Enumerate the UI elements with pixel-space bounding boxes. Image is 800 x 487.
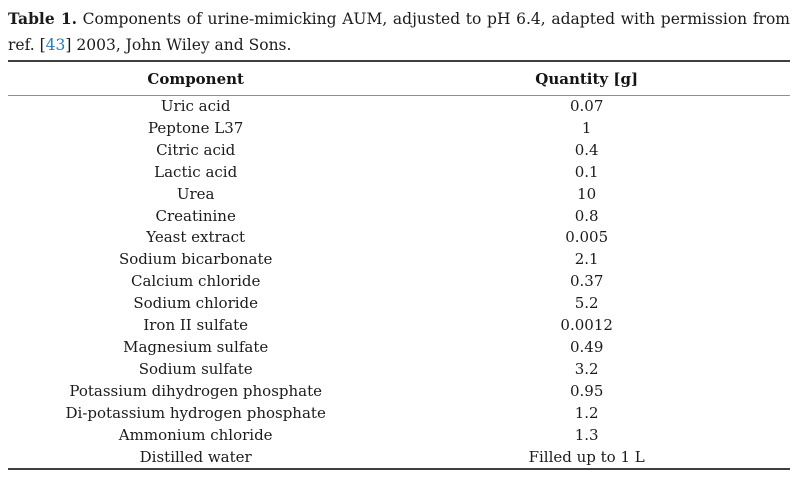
quantity-cell: 0.07 xyxy=(569,97,604,115)
table-row: Citric acid 0.4 xyxy=(8,140,790,162)
table-row: Calcium chloride 0.37 xyxy=(8,271,790,293)
table-row: Sodium bicarbonate 2.1 xyxy=(8,249,790,271)
quantity-cell: 0.49 xyxy=(569,337,604,356)
component-cell: Yeast extract xyxy=(146,228,246,247)
component-cell: Uric acid xyxy=(160,97,231,115)
component-cell: Magnesium sulfate xyxy=(123,337,269,356)
quantity-cell: 10 xyxy=(577,184,597,203)
quantity-cell: 0.0012 xyxy=(560,316,613,335)
quantity-cell: 0.1 xyxy=(574,162,599,181)
component-cell: Ammonium chloride xyxy=(118,425,273,444)
component-cell: Peptone L37 xyxy=(148,118,244,137)
citation-ref-link[interactable]: 43 xyxy=(45,36,66,54)
quantity-cell: 0.37 xyxy=(569,272,604,291)
table-row: Di-potassium hydrogen phosphate 1.2 xyxy=(8,403,790,425)
table-bottom-rule xyxy=(8,468,790,471)
column-header-component: Component xyxy=(8,62,384,96)
table-row: Magnesium sulfate 0.49 xyxy=(8,337,790,359)
caption-text-after-ref: ] 2003, John Wiley and Sons. xyxy=(65,36,292,54)
component-cell: Potassium dihydrogen phosphate xyxy=(69,381,323,400)
quantity-cell: 0.8 xyxy=(574,206,599,225)
caption-text-before-ref: ref. [ xyxy=(8,36,46,54)
quantity-cell: 1.2 xyxy=(574,403,599,422)
component-cell: Lactic acid xyxy=(154,162,238,181)
table-row: Peptone L37 1 xyxy=(8,118,790,140)
caption-line-2: ref. [43] 2003, John Wiley and Sons. xyxy=(8,32,790,58)
component-cell: Calcium chloride xyxy=(130,272,261,291)
quantity-cell: 2.1 xyxy=(574,250,599,269)
quantity-cell: 0.4 xyxy=(574,140,599,159)
table-caption: Table 1. Components of urine-mimicking A… xyxy=(8,6,790,58)
component-cell: Iron II sulfate xyxy=(143,316,249,335)
components-table: Component Quantity [g] Uric acid 0.07 Pep… xyxy=(8,62,790,468)
table-row: Urea 10 xyxy=(8,184,790,206)
caption-text: Components of urine-mimicking AUM, adjus… xyxy=(77,10,790,28)
table-row: Lactic acid 0.1 xyxy=(8,162,790,184)
table-row: Uric acid 0.07 xyxy=(8,96,790,118)
caption-label: Table 1. xyxy=(8,9,77,28)
table-row: Creatinine 0.8 xyxy=(8,206,790,228)
table-row: Sodium sulfate 3.2 xyxy=(8,359,790,381)
table-row: Distilled water Filled up to 1 L xyxy=(8,447,790,469)
component-cell: Citric acid xyxy=(156,140,236,159)
quantity-cell: 3.2 xyxy=(574,359,599,378)
component-cell: Distilled water xyxy=(139,447,252,466)
quantity-cell: 1 xyxy=(581,118,592,137)
quantity-cell: 0.005 xyxy=(565,228,609,247)
caption-line-1: Table 1. Components of urine-mimicking A… xyxy=(8,6,790,32)
component-cell: Creatinine xyxy=(155,206,236,225)
table-row: Potassium dihydrogen phosphate 0.95 xyxy=(8,381,790,403)
table-row: Ammonium chloride 1.3 xyxy=(8,425,790,447)
table-row: Sodium chloride 5.2 xyxy=(8,293,790,315)
component-cell: Sodium sulfate xyxy=(138,359,253,378)
quantity-cell: 1.3 xyxy=(574,425,599,444)
component-cell: Sodium bicarbonate xyxy=(118,250,273,269)
component-cell: Urea xyxy=(176,184,215,203)
table-top-rule xyxy=(8,60,790,62)
quantity-cell: 0.95 xyxy=(569,381,604,400)
table-header-row: Component Quantity [g] xyxy=(8,62,790,96)
components-table-container: Component Quantity [g] Uric acid 0.07 Pep… xyxy=(8,60,790,471)
table-row: Iron II sulfate 0.0012 xyxy=(8,315,790,337)
component-cell: Sodium chloride xyxy=(133,294,259,313)
table-row: Yeast extract 0.005 xyxy=(8,227,790,249)
column-header-quantity: Quantity [g] xyxy=(383,62,790,96)
quantity-cell: 5.2 xyxy=(574,294,599,313)
component-cell: Di-potassium hydrogen phosphate xyxy=(65,403,326,422)
quantity-cell: Filled up to 1 L xyxy=(528,447,645,466)
